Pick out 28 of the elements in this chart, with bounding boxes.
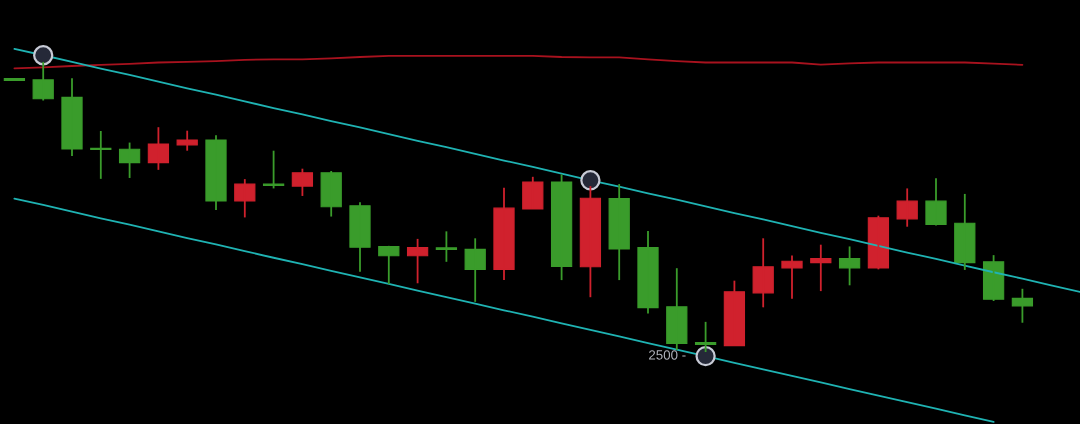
candlestick xyxy=(608,183,630,281)
candlestick xyxy=(752,237,774,309)
candlestick xyxy=(147,126,170,171)
candlestick xyxy=(320,170,342,218)
candlestick xyxy=(1011,287,1034,324)
candlestick xyxy=(810,243,832,293)
candlestick xyxy=(666,267,688,351)
candlestick xyxy=(896,187,918,228)
candlestick xyxy=(954,193,976,271)
candlestick xyxy=(205,134,227,211)
candlestick xyxy=(262,149,285,190)
candlestick xyxy=(493,186,515,281)
candlestick xyxy=(435,230,458,263)
candlestick xyxy=(637,230,659,315)
candlestick xyxy=(291,167,314,197)
candlestick xyxy=(349,201,371,273)
candlestick xyxy=(3,77,26,82)
candlestick xyxy=(61,77,83,157)
candlestick xyxy=(925,177,947,227)
candlestick xyxy=(522,175,544,210)
candlestick xyxy=(464,237,486,303)
candlestick xyxy=(550,173,573,281)
candlestick xyxy=(234,178,256,219)
annotation: 2500 - xyxy=(649,350,686,360)
candlestick xyxy=(176,129,198,152)
candlestick xyxy=(378,244,400,286)
candlestick xyxy=(781,254,803,300)
candlestick xyxy=(838,245,861,287)
